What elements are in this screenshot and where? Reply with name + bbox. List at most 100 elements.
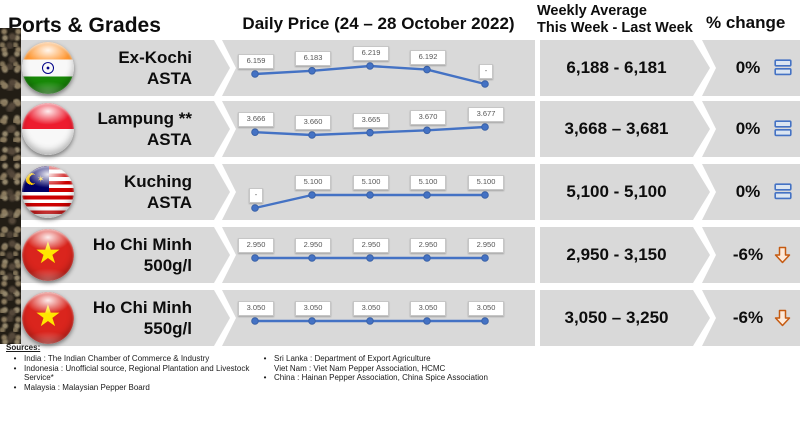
table-row: Ho Chi Minh 550g/l 3.050 3.050 3.050 3.050 3… — [0, 290, 800, 346]
price-line-chart: 3.666 3.660 3.665 3.670 3.677 — [222, 101, 535, 157]
port-grade: ASTA — [146, 69, 192, 88]
source-text: India : The Indian Chamber of Commerce &… — [24, 354, 210, 363]
port-name: Ho Chi Minh — [92, 298, 192, 317]
pct-change-value: -6% — [732, 308, 764, 327]
data-point-label: 5.100 — [410, 175, 446, 190]
port-name: Ex-Kochi — [118, 48, 192, 67]
data-point-label: 5.100 — [353, 175, 389, 190]
port-grade-text: Ho Chi Minh 550g/l — [93, 297, 192, 339]
data-point-label: 2.950 — [295, 238, 331, 253]
weekly-average-heading-line2: This Week - Last Week — [537, 20, 693, 36]
source-text: Indonesia : Unofficial source, Regional … — [24, 363, 250, 383]
price-line-chart: 6.159 6.183 6.219 6.192 - — [222, 40, 535, 96]
port-grade: ASTA — [146, 130, 192, 149]
data-point-marker — [251, 317, 259, 325]
data-point-label: 3.050 — [410, 301, 446, 316]
data-point-marker — [366, 254, 374, 262]
daily-price-chart-cell: 3.050 3.050 3.050 3.050 3.050 — [222, 290, 535, 346]
data-point-marker — [308, 191, 316, 199]
sources-column-1: • India : The Indian Chamber of Commerce … — [6, 354, 256, 392]
port-name: Ho Chi Minh — [92, 235, 192, 254]
data-point-label: 3.050 — [353, 301, 389, 316]
bullet-icon: • — [263, 354, 267, 363]
weekly-average-cell: 5,100 - 5,100 — [540, 164, 710, 220]
data-point-marker — [308, 67, 316, 75]
ports-grades-heading: Ports & Grades — [8, 14, 161, 37]
data-point-label: 3.677 — [468, 107, 504, 122]
data-point-label: 5.100 — [468, 175, 504, 190]
price-line-chart: - 5.100 5.100 5.100 5.100 — [222, 164, 535, 220]
source-text: Malaysia : Malaysian Pepper Board — [24, 382, 150, 392]
port-grade-text: Kuching ASTA — [124, 171, 192, 213]
port-grade-text: Ex-Kochi ASTA — [118, 47, 192, 89]
weekly-average-value: 3,668 – 3,681 — [564, 119, 669, 138]
pct-change-cell: -6% — [702, 290, 800, 346]
vietnam-flag-icon — [22, 292, 74, 344]
weekly-average-cell: 3,668 – 3,681 — [540, 101, 710, 157]
data-point-label: 3.050 — [468, 301, 504, 316]
data-point-marker — [481, 123, 489, 131]
data-point-marker — [308, 317, 316, 325]
data-point-label: 2.950 — [410, 238, 446, 253]
pct-change-cell: 0% — [702, 101, 800, 157]
down-arrow-icon — [774, 309, 792, 327]
india-flag-icon — [22, 42, 74, 94]
bullet-icon — [256, 364, 274, 374]
vietnam-flag-icon — [22, 229, 74, 281]
source-item: • China : Hainan Pepper Association, Chin… — [256, 373, 556, 383]
pct-change-value: 0% — [735, 58, 761, 77]
table-row: Ho Chi Minh 500g/l 2.950 2.950 2.950 2.950 2… — [0, 227, 800, 283]
port-name: Kuching — [124, 172, 192, 191]
data-point-label: 6.183 — [295, 50, 331, 66]
table-row: Ex-Kochi ASTA 6.159 6.183 6.219 6.192 - 6,18… — [0, 40, 800, 96]
data-point-marker — [481, 317, 489, 325]
data-point-marker — [423, 126, 431, 135]
data-point-marker — [251, 204, 259, 212]
peppercorn-photo-strip — [0, 28, 21, 344]
weekly-average-value: 5,100 - 5,100 — [566, 182, 667, 201]
port-grade-text: Ho Chi Minh 500g/l — [93, 234, 192, 276]
data-point-label: 3.666 — [238, 112, 274, 128]
data-point-label: 3.050 — [295, 301, 331, 316]
data-point-label: 3.665 — [353, 112, 389, 128]
data-point-marker — [366, 317, 374, 325]
data-point-label: 2.950 — [238, 238, 274, 253]
data-point-marker — [251, 128, 259, 136]
table-row: Kuching ASTA - 5.100 5.100 5.100 5.100 5,100… — [0, 164, 800, 220]
weekly-average-cell: 3,050 – 3,250 — [540, 290, 710, 346]
flag-gloss-highlight — [22, 166, 74, 218]
data-point-label: 3.050 — [238, 301, 274, 316]
bullet-icon: • — [13, 363, 17, 373]
data-point-marker — [308, 254, 316, 262]
data-point-marker — [251, 254, 259, 262]
data-point-marker — [423, 191, 431, 199]
source-item: • India : The Indian Chamber of Commerce … — [6, 354, 256, 364]
source-text: China : Hainan Pepper Association, China… — [274, 373, 488, 382]
daily-price-heading: Daily Price (24 – 28 October 2022) — [242, 14, 515, 33]
source-text: Viet Nam : Viet Nam Pepper Association, … — [274, 363, 446, 373]
data-point-label: 5.100 — [295, 175, 331, 190]
weekly-average-value: 3,050 – 3,250 — [564, 308, 669, 327]
pct-change-value: -6% — [732, 245, 764, 264]
data-point-label: 6.192 — [410, 49, 446, 65]
data-point-label: 3.660 — [295, 115, 331, 130]
sources-title: Sources: — [6, 343, 41, 352]
sources-section: Sources: • India : The Indian Chamber of … — [6, 343, 786, 392]
pct-change-cell: -6% — [702, 227, 800, 283]
port-grade: 500g/l — [143, 256, 192, 275]
data-point-marker — [366, 62, 374, 70]
pct-change-cell: 0% — [702, 164, 800, 220]
weekly-average-heading: Weekly Average This Week - Last Week — [537, 3, 693, 37]
flag-gloss-highlight — [22, 292, 74, 344]
malaysia-flag-icon — [22, 166, 74, 218]
down-arrow-icon — [774, 246, 792, 264]
weekly-average-value: 2,950 - 3,150 — [566, 245, 667, 264]
bullet-icon: • — [13, 382, 17, 392]
data-point-marker — [423, 65, 431, 74]
data-point-label: - — [249, 188, 263, 203]
indonesia-flag-icon — [22, 103, 74, 155]
weekly-average-value: 6,188 - 6,181 — [566, 58, 667, 77]
weekly-average-cell: 6,188 - 6,181 — [540, 40, 710, 96]
bullet-icon: • — [13, 354, 17, 363]
